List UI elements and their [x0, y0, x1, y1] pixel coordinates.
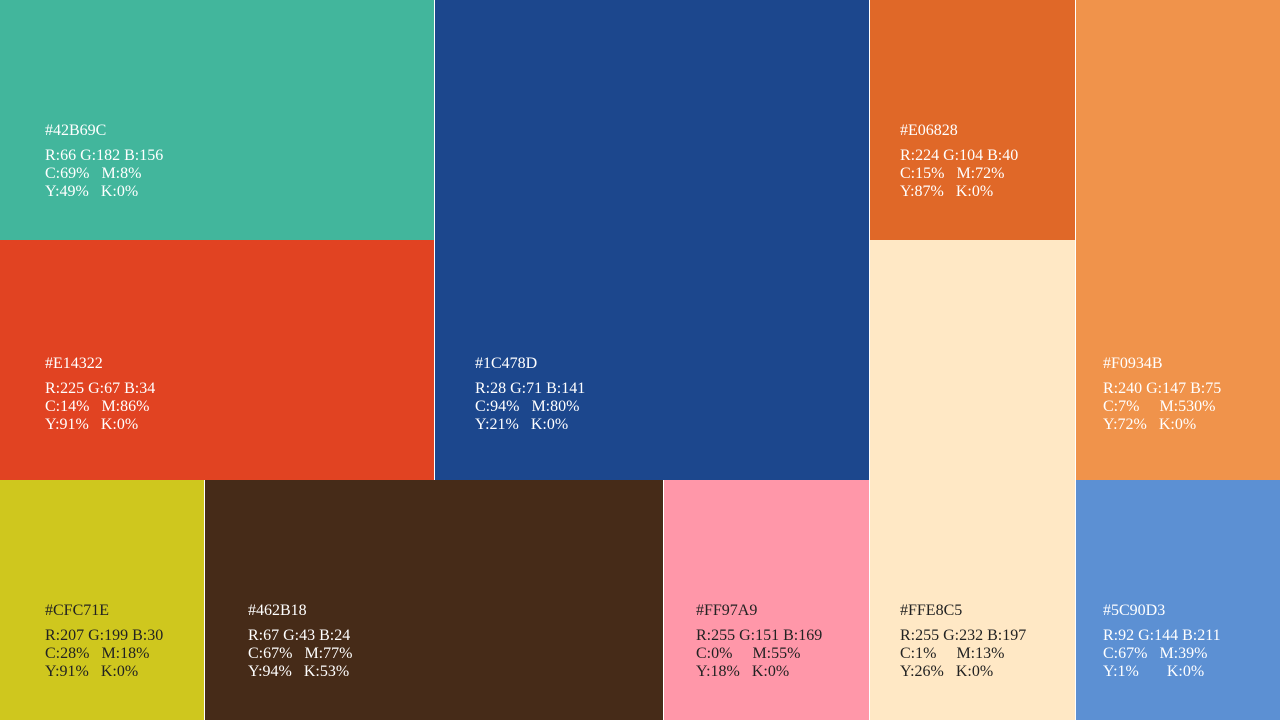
rgb-values: R:255 G:232 B:197: [900, 627, 1027, 644]
swatch-label: #FFE8C5 R:255 G:232 B:197 C:1% M:13% Y:26% …: [900, 602, 1026, 681]
hex-code: #1C478D: [475, 355, 538, 372]
swatch-label: #E14322 R:225 G:67 B:34 C:14% M:86% Y:91% K…: [45, 355, 155, 434]
rgb-values: R:240 G:147 B:75: [1103, 380, 1222, 397]
cmyk-yk: Y:72% K:0%: [1103, 416, 1197, 433]
cmyk-cm: C:15% M:72%: [900, 165, 1005, 182]
cmyk-cm: C:67% M:39%: [1103, 645, 1208, 662]
swatch-label: #1C478D R:28 G:71 B:141 C:94% M:80% Y:21% K…: [475, 355, 585, 434]
hex-code: #F0934B: [1103, 355, 1163, 372]
cmyk-cm: C:0% M:55%: [696, 645, 801, 662]
hex-code: #5C90D3: [1103, 602, 1166, 619]
hex-code: #FFE8C5: [900, 602, 963, 619]
color-swatch: [435, 0, 869, 480]
rgb-values: R:92 G:144 B:211: [1103, 627, 1221, 644]
cmyk-yk: Y:91% K:0%: [45, 416, 139, 433]
color-swatch: [0, 480, 204, 720]
rgb-values: R:255 G:151 B:169: [696, 627, 823, 644]
color-swatch: [870, 240, 1075, 720]
cmyk-cm: C:7% M:530%: [1103, 398, 1216, 415]
swatch-label: #FF97A9 R:255 G:151 B:169 C:0% M:55% Y:18% …: [696, 602, 822, 681]
cmyk-yk: Y:1% K:0%: [1103, 663, 1205, 680]
color-swatch: [870, 0, 1075, 240]
rgb-values: R:224 G:104 B:40: [900, 147, 1019, 164]
rgb-values: R:207 G:199 B:30: [45, 627, 164, 644]
swatch-label: #CFC71E R:207 G:199 B:30 C:28% M:18% Y:91% …: [45, 602, 163, 681]
cmyk-yk: Y:18% K:0%: [696, 663, 790, 680]
hex-code: #42B69C: [45, 122, 107, 139]
rgb-values: R:67 G:43 B:24: [248, 627, 351, 644]
rgb-values: R:28 G:71 B:141: [475, 380, 586, 397]
cmyk-cm: C:1% M:13%: [900, 645, 1005, 662]
cmyk-cm: C:69% M:8%: [45, 165, 142, 182]
cmyk-cm: C:28% M:18%: [45, 645, 150, 662]
swatch-label: #F0934B R:240 G:147 B:75 C:7% M:530% Y:72% …: [1103, 355, 1221, 434]
hex-code: #462B18: [248, 602, 307, 619]
cmyk-yk: Y:91% K:0%: [45, 663, 139, 680]
cmyk-yk: Y:21% K:0%: [475, 416, 569, 433]
hex-code: #FF97A9: [696, 602, 758, 619]
hex-code: #CFC71E: [45, 602, 110, 619]
color-swatch: [664, 480, 869, 720]
hex-code: #E14322: [45, 355, 103, 372]
cmyk-yk: Y:87% K:0%: [900, 183, 994, 200]
cmyk-cm: C:94% M:80%: [475, 398, 580, 415]
rgb-values: R:225 G:67 B:34: [45, 380, 156, 397]
swatch-label: #E06828 R:224 G:104 B:40 C:15% M:72% Y:87% …: [900, 122, 1018, 201]
cmyk-yk: Y:94% K:53%: [248, 663, 350, 680]
swatch-label: #42B69C R:66 G:182 B:156 C:69% M:8% Y:49% K…: [45, 122, 163, 201]
cmyk-cm: C:14% M:86%: [45, 398, 150, 415]
color-swatch: [0, 0, 434, 240]
swatch-label: #462B18 R:67 G:43 B:24 C:67% M:77% Y:94% K:…: [248, 602, 352, 681]
color-swatch: [1076, 480, 1280, 720]
color-swatch: [1076, 0, 1280, 480]
swatch-label: #5C90D3 R:92 G:144 B:211 C:67% M:39% Y:1% K…: [1103, 602, 1221, 681]
cmyk-yk: Y:49% K:0%: [45, 183, 139, 200]
cmyk-cm: C:67% M:77%: [248, 645, 353, 662]
cmyk-yk: Y:26% K:0%: [900, 663, 994, 680]
color-swatch: [0, 240, 434, 480]
hex-code: #E06828: [900, 122, 958, 139]
color-swatch: [205, 480, 663, 720]
rgb-values: R:66 G:182 B:156: [45, 147, 164, 164]
